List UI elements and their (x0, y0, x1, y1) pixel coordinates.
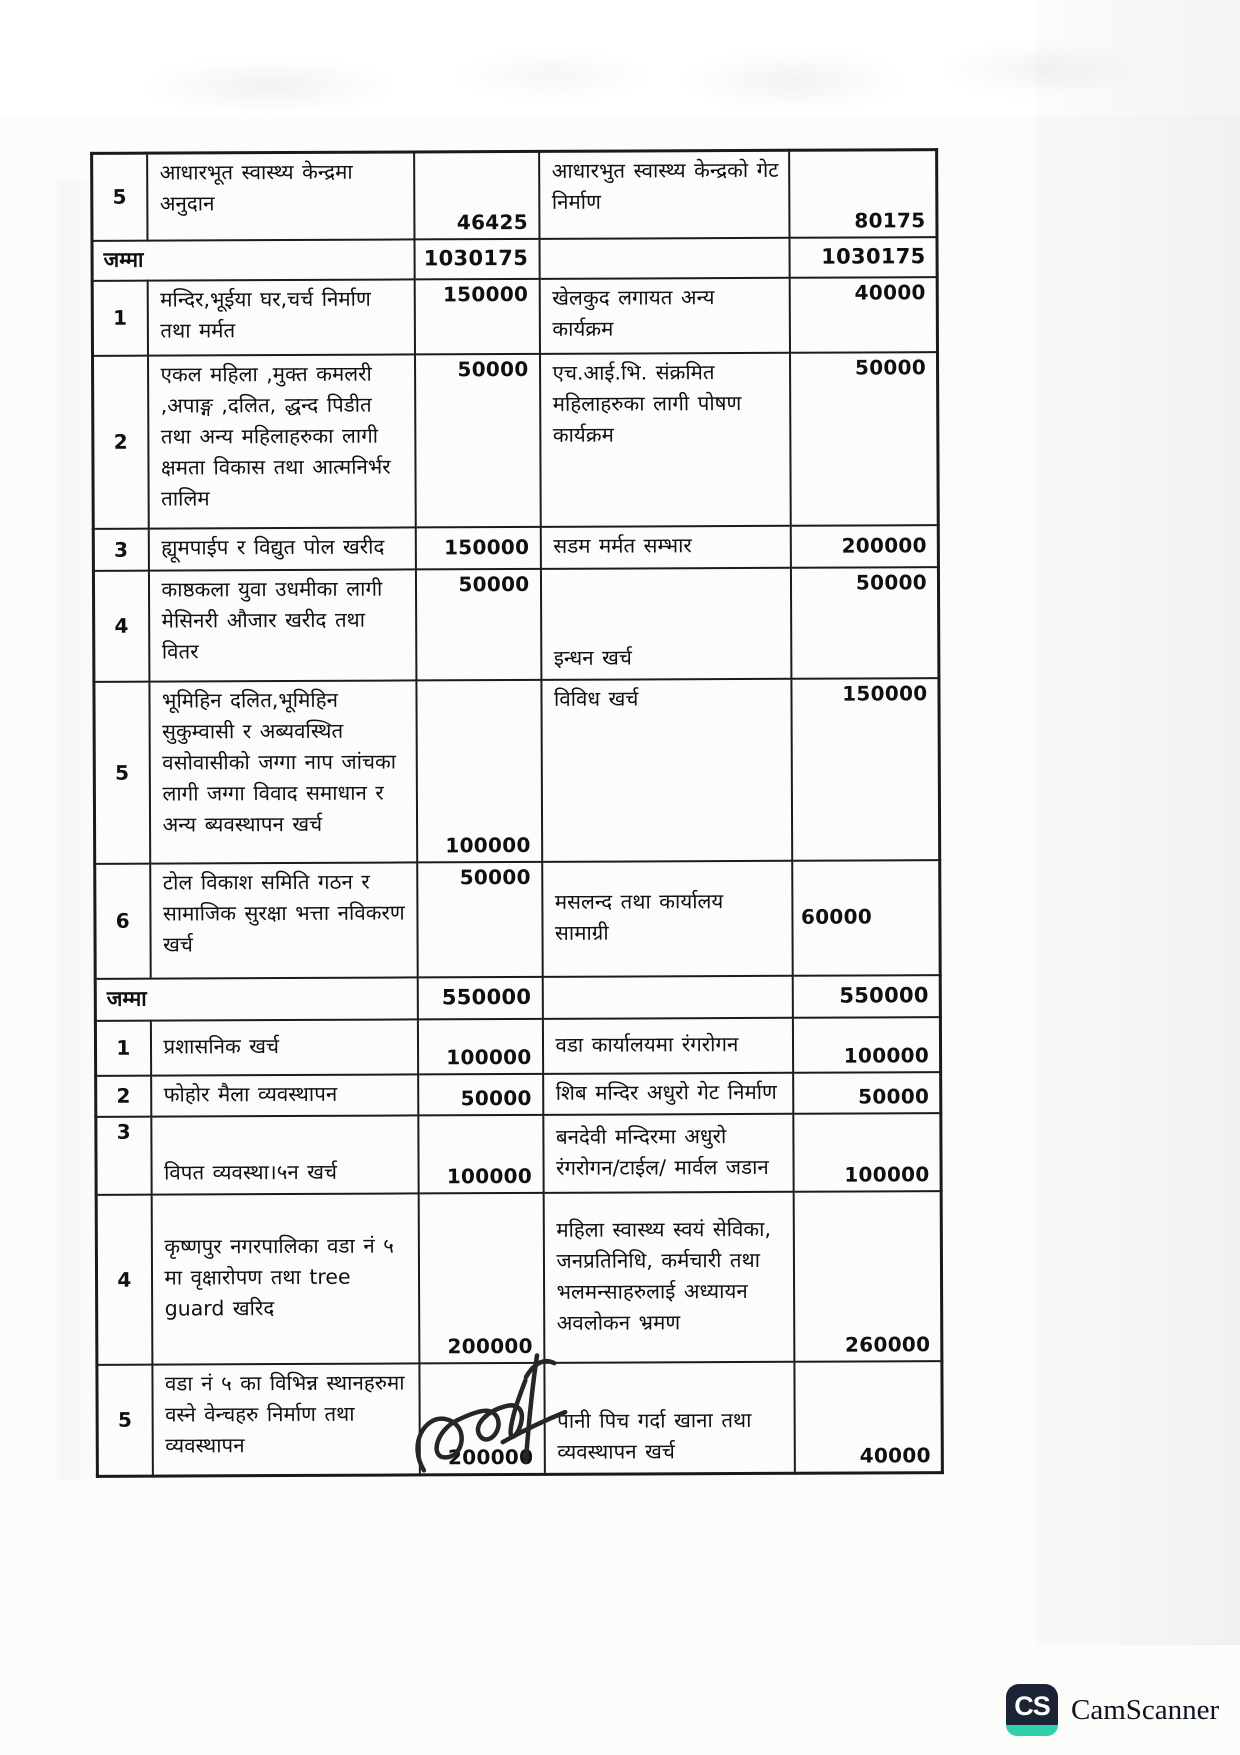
description-cell-2: एच.आई.भि. संक्रमित महिलाहरुका लागी पोषण … (539, 352, 791, 527)
budget-table: 5 आधारभूत स्वास्थ्य केन्द्रमा अनुदान 46425… (90, 148, 944, 1478)
table-row: 3 ह्यूमपाईप र विद्युत पोल खरीद 150000 सडम म… (93, 524, 939, 571)
camscanner-icon: CS (1006, 1684, 1058, 1736)
amount-cell-2: 260000 (793, 1190, 942, 1362)
camscanner-wordmark: CamScanner (1071, 1693, 1220, 1726)
serial-cell: 4 (96, 1194, 152, 1365)
table-row: 4 काष्ठकला युवा उधमीका लागी मेसिनरी औजार … (93, 566, 939, 682)
serial-cell: 4 (93, 570, 149, 682)
description-cell-1: वडा नं ५ का विभिन्न स्थानहरुमा वस्ने वेन… (151, 1362, 420, 1477)
table-row: 5 आधारभूत स्वास्थ्य केन्द्रमा अनुदान 46425… (91, 149, 937, 241)
serial-cell: 3 (93, 528, 149, 571)
serial-cell: 1 (92, 280, 148, 356)
description-cell-1: भूमिहिन दलित,भूमिहिन सुकुम्वासी र अब्यवस… (148, 679, 417, 864)
description-cell-1: आधारभूत स्वास्थ्य केन्द्रमा अनुदान (146, 151, 414, 241)
table-row: 6 टोल विकाश समिति गठन र सामाजिक सुरक्षा भ… (94, 859, 941, 979)
amount-cell-1: 46425 (413, 151, 539, 239)
description-cell-1: मन्दिर,भूईया घर,चर्च निर्माण तथा मर्मत (147, 278, 415, 356)
amount-cell-2: 50000 (789, 351, 939, 526)
amount-cell-1: 100000 (417, 1114, 544, 1193)
camscanner-icon-accent (1006, 1725, 1058, 1736)
empty-cell (538, 237, 790, 279)
description-cell-1: विपत व्यवस्था।५न खर्च (150, 1114, 419, 1195)
camscanner-footer: CS CamScanner (1006, 1684, 1219, 1736)
table-row: 4 कृष्णपुर नगरपालिका वडा नं ५ मा वृक्षारो… (96, 1190, 942, 1365)
total-row: जम्मा 1030175 1030175 (91, 236, 938, 281)
table-row: 1 प्रशासनिक खर्च 100000 वडा कार्यालयमा रंगर… (95, 1016, 941, 1076)
total-amount-1: 1030175 (413, 238, 540, 279)
amount-cell-2: 100000 (792, 1016, 941, 1073)
total-row: जम्मा 550000 550000 (95, 974, 941, 1021)
amount-cell-2: 150000 (790, 677, 940, 861)
description-cell-2: आधारभुत स्वास्थ्य केन्द्रको गेट निर्माण (538, 150, 789, 239)
total-label: जम्मा (91, 238, 415, 281)
description-cell-2: शिब मन्दिर अधुरो गेट निर्माण (542, 1072, 793, 1115)
total-amount-2: 550000 (792, 974, 941, 1018)
empty-cell (542, 975, 793, 1019)
amount-cell-2: 50000 (792, 1071, 941, 1114)
description-cell-2: खेलकुद लगायत अन्य कार्यक्रम (539, 277, 790, 354)
description-cell-2: मसलन्द तथा कार्यालय सामाग्री (541, 860, 793, 977)
description-cell-2: विविध खर्च (540, 678, 792, 862)
description-cell-2: वडा कार्यालयमा रंगरोगन (542, 1017, 793, 1074)
serial-cell: 2 (92, 355, 149, 529)
table-row: 5 भूमिहिन दलित,भूमिहिन सुकुम्वासी र अब्यव… (93, 677, 940, 864)
serial-cell: 5 (91, 153, 147, 241)
total-amount-2: 1030175 (788, 236, 938, 278)
table-row: 1 मन्दिर,भूईया घर,चर्च निर्माण तथा मर्मत 1… (92, 276, 938, 356)
description-cell-2: बनदेवी मन्दिरमा अधुरो रंगरोगन/टाईल/ मार्… (542, 1113, 794, 1193)
scan-shadow-right (1035, 0, 1240, 1645)
table-row: 2 एकल महिला ,मुक्त कमलरी ,अपाङ्ग ,दलित, द… (92, 351, 939, 529)
amount-cell-1: 50000 (414, 353, 541, 527)
serial-cell: 1 (95, 1020, 151, 1076)
amount-cell-2: 200000 (790, 524, 939, 568)
serial-cell: 5 (96, 1364, 153, 1477)
description-cell-1: फोहोर मैला व्यवस्थापन (150, 1073, 418, 1117)
description-cell-1: ह्यूमपाईप र विद्युत पोल खरीद (148, 526, 416, 571)
description-cell-2: सडम मर्मत सम्भार (540, 525, 791, 569)
scan-smudge-left-edge (58, 180, 92, 1480)
description-cell-2: महिला स्वास्थ्य स्वयं सेविका, जनप्रतिनिध… (543, 1191, 794, 1363)
description-cell-1: एकल महिला ,मुक्त कमलरी ,अपाङ्ग ,दलित, द्… (147, 353, 416, 529)
amount-cell-1: 100000 (415, 679, 542, 862)
amount-cell-2: 100000 (792, 1112, 942, 1192)
total-amount-1: 550000 (417, 976, 543, 1019)
camscanner-icon-text: CS (1014, 1690, 1051, 1721)
amount-cell-1: 150000 (415, 526, 541, 569)
description-cell-1: काष्ठकला युवा उधमीका लागी मेसिनरी औजार ख… (148, 568, 416, 682)
budget-table-wrap: 5 आधारभूत स्वास्थ्य केन्द्रमा अनुदान 46425… (90, 148, 944, 1478)
amount-cell-1: 150000 (414, 278, 540, 354)
table-row: 3 विपत व्यवस्था।५न खर्च 100000 बनदेवी मन्दि… (95, 1112, 942, 1195)
serial-cell: 2 (95, 1075, 151, 1117)
handwritten-signature (415, 1353, 568, 1473)
amount-cell-2: 50000 (790, 566, 939, 679)
amount-cell-1: 50000 (415, 568, 541, 680)
table-row: 2 फोहोर मैला व्यवस्थापन 50000 शिब मन्दिर अध… (95, 1071, 941, 1117)
amount-cell-1: 50000 (416, 861, 543, 977)
amount-cell-1: 200000 (418, 1192, 544, 1363)
amount-cell-2: 80175 (788, 149, 937, 238)
description-cell-1: टोल विकाश समिति गठन र सामाजिक सुरक्षा भत… (149, 861, 418, 979)
amount-cell-2: 60000 (791, 859, 941, 976)
amount-cell-2: 40000 (789, 276, 938, 353)
serial-cell: 5 (93, 681, 150, 864)
description-cell-1: प्रशासनिक खर्च (150, 1018, 418, 1076)
footer-strip (0, 0, 1240, 115)
description-cell-1: कृष्णपुर नगरपालिका वडा नं ५ मा वृक्षारोप… (151, 1192, 419, 1365)
amount-cell-1: 50000 (417, 1073, 543, 1115)
serial-cell: 6 (94, 863, 151, 979)
serial-cell: 3 (95, 1116, 152, 1195)
total-label: जम्मा (95, 976, 418, 1021)
amount-cell-1: 100000 (417, 1018, 543, 1074)
amount-cell-2: 40000 (793, 1360, 943, 1474)
description-cell-2: इन्धन खर्च (540, 567, 791, 680)
